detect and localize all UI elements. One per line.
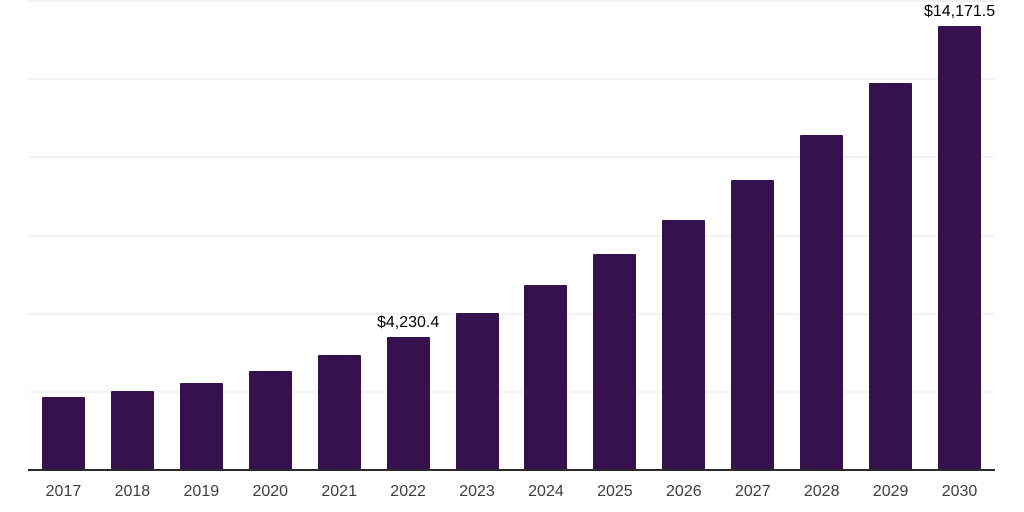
- bar-2028: [800, 134, 844, 469]
- x-tick-2023: 2023: [459, 483, 495, 500]
- bar-2025: [593, 253, 637, 469]
- x-axis-line: [28, 469, 995, 471]
- x-tick-2018: 2018: [114, 483, 151, 500]
- bar-2019: [179, 383, 223, 469]
- bar-2026: [662, 219, 706, 469]
- x-tick-2019: 2019: [183, 483, 220, 500]
- x-tick-2028: 2028: [803, 483, 840, 500]
- x-tick-2024: 2024: [528, 483, 564, 500]
- bar-2023: [455, 312, 499, 469]
- bar-value-label-2030: $14,171.5: [923, 2, 996, 20]
- bar-2030: [938, 25, 982, 469]
- plot-area: $4,230.4 $14,171.5: [28, 0, 996, 471]
- bar-2020: [248, 370, 292, 469]
- gridline-15000: [29, 0, 994, 2]
- x-tick-2027: 2027: [734, 483, 771, 500]
- x-tick-2029: 2029: [872, 483, 909, 500]
- gridline-2500: [29, 390, 994, 393]
- x-tick-2017: 2017: [45, 483, 82, 500]
- bar-2018: [110, 390, 154, 469]
- bar-2027: [731, 179, 775, 469]
- x-tick-2022: 2022: [390, 483, 426, 500]
- x-tick-2030: 2030: [941, 483, 978, 500]
- bar-2021: [317, 354, 361, 469]
- gridline-7500: [29, 234, 994, 237]
- bar-2024: [524, 284, 568, 469]
- bar-2022: [386, 336, 430, 469]
- x-tick-2021: 2021: [321, 483, 357, 500]
- x-tick-2025: 2025: [597, 483, 633, 500]
- gridline-10000: [29, 156, 994, 159]
- gridline-12500: [29, 78, 994, 81]
- bar-2029: [869, 82, 913, 469]
- bar-2017: [41, 397, 85, 469]
- x-tick-2026: 2026: [666, 483, 702, 500]
- x-tick-2020: 2020: [252, 483, 289, 500]
- bar-value-label-2022: $4,230.4: [376, 313, 440, 331]
- gridline-5000: [29, 312, 994, 315]
